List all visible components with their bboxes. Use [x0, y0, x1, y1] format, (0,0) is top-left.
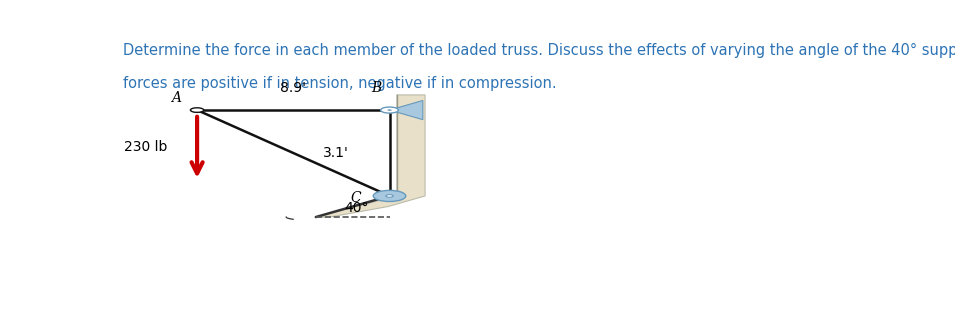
Text: Determine the force in each member of the loaded truss. Discuss the effects of v: Determine the force in each member of th…	[123, 43, 955, 58]
Text: 8.9': 8.9'	[281, 81, 307, 95]
Circle shape	[190, 108, 203, 113]
Text: 230 lb: 230 lb	[124, 140, 167, 154]
Circle shape	[388, 109, 392, 111]
Circle shape	[381, 107, 398, 113]
Text: forces are positive if in tension, negative if in compression.: forces are positive if in tension, negat…	[123, 76, 557, 91]
Circle shape	[373, 190, 406, 201]
Polygon shape	[390, 100, 423, 120]
Text: 40°: 40°	[344, 200, 369, 215]
Polygon shape	[316, 95, 425, 217]
Text: B: B	[371, 81, 381, 95]
Text: C: C	[350, 192, 361, 205]
Text: A: A	[171, 91, 180, 105]
Text: 3.1': 3.1'	[323, 146, 349, 160]
Circle shape	[386, 195, 393, 197]
